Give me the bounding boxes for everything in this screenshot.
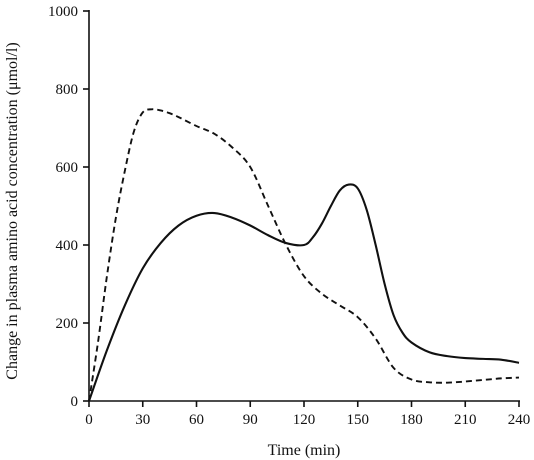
x-tick-label: 30 xyxy=(135,412,150,428)
x-tick-label: 0 xyxy=(85,412,93,428)
axes: 0 30 60 90 120 150 180 210 240 0 200 400 600 800 1000 xyxy=(48,4,530,428)
y-tick-label: 800 xyxy=(56,82,79,98)
y-tick-label: 400 xyxy=(56,238,79,254)
y-tick-label: 200 xyxy=(56,316,79,332)
y-tick-label: 0 xyxy=(71,394,79,410)
y-ticks: 0 200 400 600 800 1000 xyxy=(48,4,89,410)
y-tick-label: 1000 xyxy=(48,4,78,20)
x-tick-label: 120 xyxy=(293,412,316,428)
y-tick-label: 600 xyxy=(56,160,79,176)
x-axis-title: Time (min) xyxy=(268,442,341,459)
x-tick-label: 60 xyxy=(189,412,204,428)
x-tick-label: 150 xyxy=(347,412,370,428)
series-layer xyxy=(88,108,520,402)
x-tick-label: 90 xyxy=(243,412,258,428)
x-ticks: 0 30 60 90 120 150 180 210 240 xyxy=(85,401,530,428)
x-tick-label: 180 xyxy=(400,412,423,428)
series-line-solid xyxy=(88,183,520,402)
series-line-dashed xyxy=(88,108,520,402)
x-tick-label: 210 xyxy=(454,412,477,428)
x-tick-label: 240 xyxy=(508,412,531,428)
y-axis-title: Change in plasma amino acid concentratio… xyxy=(4,42,21,379)
